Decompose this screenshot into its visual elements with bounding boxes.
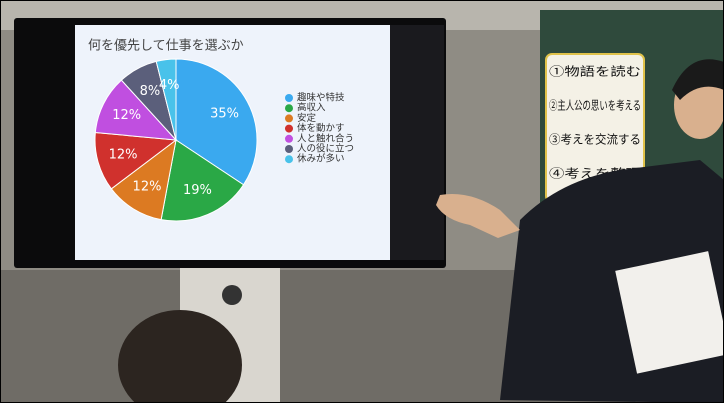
legend-swatch (285, 135, 293, 143)
legend-label: 高収入 (297, 102, 326, 114)
slice-label: 35% (210, 106, 239, 121)
slice-label: 8% (140, 84, 161, 99)
board-item: ③考えを交流する (549, 132, 641, 147)
board-item: ①物語を読む (549, 64, 641, 79)
slice-label: 12% (133, 179, 162, 194)
slice-label: 12% (112, 108, 141, 123)
legend-label: 人の役に立つ (297, 143, 354, 155)
screen-dark (390, 25, 444, 260)
slice-label: 12% (109, 148, 138, 163)
photo: ①物語を読む②主人公の思いを考える③考えを交流する④考えを整理 何を優先して仕事… (0, 0, 724, 403)
legend-label: 安定 (297, 112, 317, 124)
legend-swatch (285, 114, 293, 122)
legend-swatch (285, 94, 293, 102)
slice-label: 4% (159, 78, 180, 93)
slice-label: 19% (183, 183, 212, 198)
legend-label: 趣味や特技 (297, 92, 345, 104)
board-item: ②主人公の思いを考える (549, 99, 641, 113)
legend-swatch (285, 145, 293, 153)
legend-label: 人と触れ合う (297, 132, 354, 144)
legend-swatch (285, 125, 293, 133)
chart-title: 何を優先して仕事を選ぶか (88, 38, 244, 54)
legend-swatch (285, 155, 293, 163)
stand-knob (222, 285, 242, 305)
legend-label: 休みが多い (297, 153, 345, 165)
legend-swatch (285, 104, 293, 112)
legend-label: 体を動かす (297, 122, 345, 134)
